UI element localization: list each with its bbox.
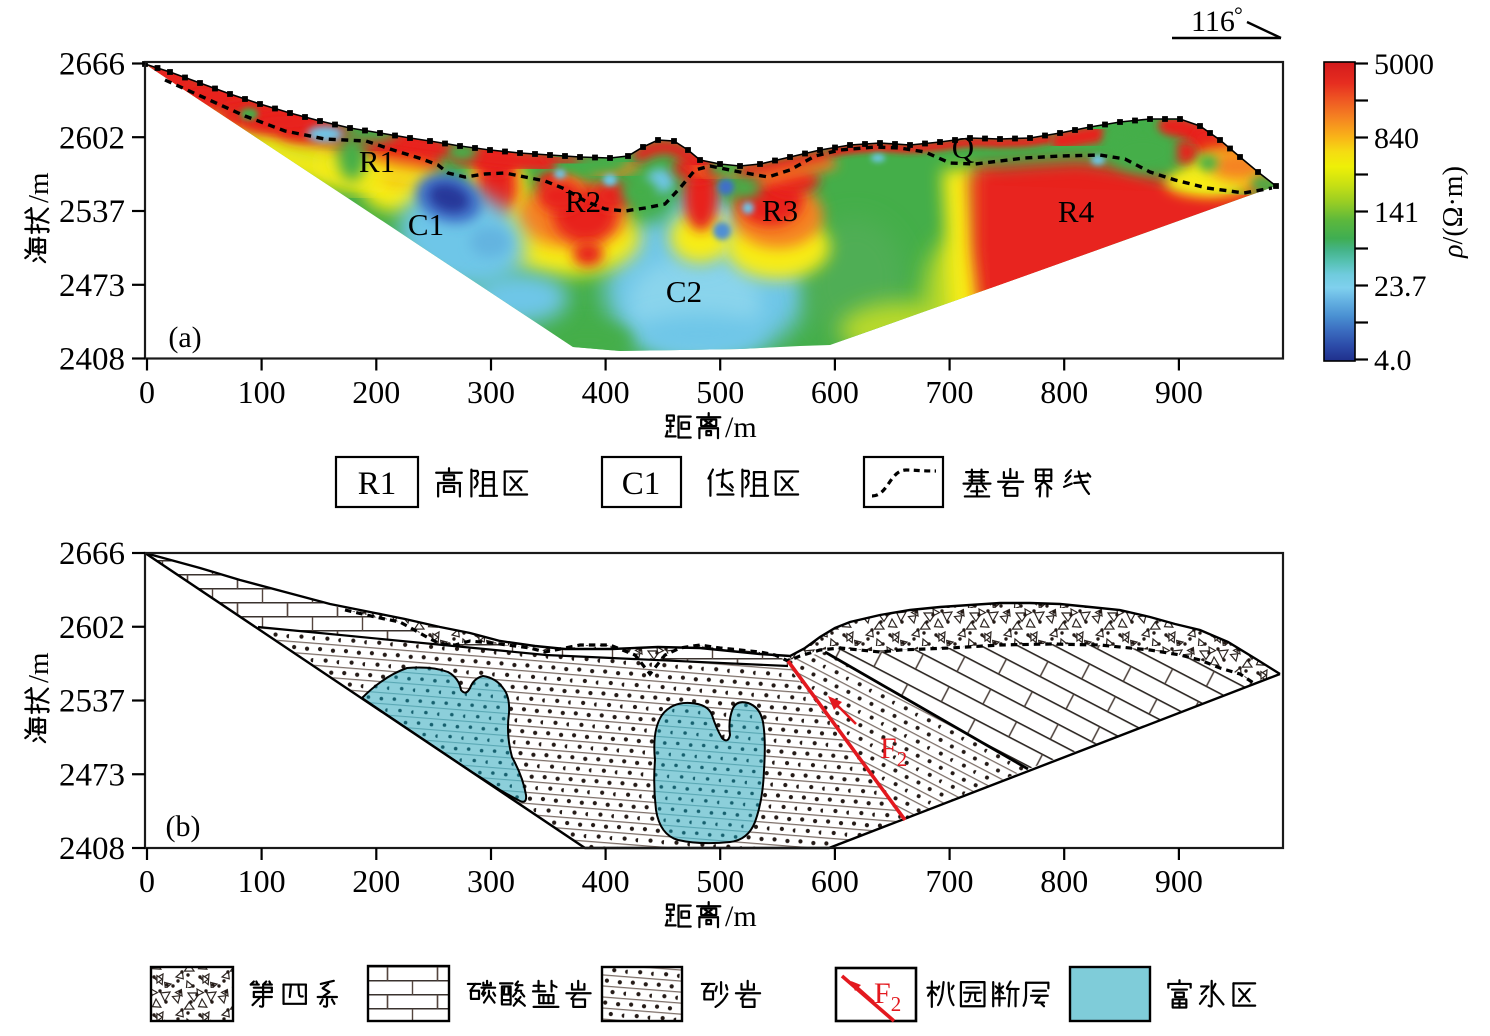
svg-text:R1: R1 bbox=[359, 144, 395, 179]
svg-text:900: 900 bbox=[1155, 374, 1203, 410]
svg-text:2666: 2666 bbox=[59, 536, 125, 572]
svg-text:100: 100 bbox=[238, 374, 286, 410]
svg-text:300: 300 bbox=[467, 863, 515, 899]
svg-text:600: 600 bbox=[811, 863, 859, 899]
svg-text:116: 116 bbox=[1191, 5, 1235, 38]
svg-text:23.7: 23.7 bbox=[1374, 270, 1427, 303]
svg-text:700: 700 bbox=[926, 374, 974, 410]
svg-text:600: 600 bbox=[811, 374, 859, 410]
svg-text:0: 0 bbox=[139, 374, 155, 410]
svg-text:2408: 2408 bbox=[59, 831, 125, 867]
svg-text:400: 400 bbox=[582, 374, 630, 410]
svg-text:800: 800 bbox=[1040, 863, 1088, 899]
svg-text:200: 200 bbox=[352, 863, 400, 899]
svg-text:C1: C1 bbox=[408, 207, 444, 242]
svg-text:F2: F2 bbox=[880, 732, 907, 771]
svg-text:840: 840 bbox=[1374, 122, 1419, 155]
svg-text:(a): (a) bbox=[168, 321, 201, 354]
svg-text:300: 300 bbox=[467, 374, 515, 410]
svg-text:700: 700 bbox=[926, 863, 974, 899]
svg-text:400: 400 bbox=[582, 863, 630, 899]
svg-text:200: 200 bbox=[352, 374, 400, 410]
svg-text:2666: 2666 bbox=[59, 47, 125, 83]
svg-text:900: 900 bbox=[1155, 863, 1203, 899]
svg-text:500: 500 bbox=[696, 374, 744, 410]
svg-text:R2: R2 bbox=[565, 184, 601, 219]
svg-text:0: 0 bbox=[139, 863, 155, 899]
svg-text:141: 141 bbox=[1374, 196, 1419, 229]
svg-text:2537: 2537 bbox=[59, 194, 125, 230]
svg-text:500: 500 bbox=[696, 863, 744, 899]
svg-text:2602: 2602 bbox=[59, 120, 125, 156]
svg-text:°: ° bbox=[1234, 2, 1243, 27]
svg-text:100: 100 bbox=[238, 863, 286, 899]
svg-text:5000: 5000 bbox=[1374, 48, 1434, 81]
svg-text:R1: R1 bbox=[358, 466, 397, 502]
svg-text:Q: Q bbox=[952, 130, 974, 165]
svg-text:C1: C1 bbox=[622, 466, 661, 502]
svg-text:ρ/(Ω·m): ρ/(Ω·m) bbox=[1438, 166, 1469, 259]
svg-text:/m: /m bbox=[23, 652, 55, 683]
svg-text:4.0: 4.0 bbox=[1374, 344, 1412, 377]
svg-text:(b): (b) bbox=[166, 810, 201, 843]
svg-text:/m: /m bbox=[23, 172, 55, 203]
svg-text:/m: /m bbox=[725, 900, 757, 933]
svg-text:2408: 2408 bbox=[59, 342, 125, 378]
svg-text:2537: 2537 bbox=[59, 684, 125, 720]
svg-text:/m: /m bbox=[725, 411, 757, 444]
svg-text:2473: 2473 bbox=[59, 268, 125, 304]
svg-text:800: 800 bbox=[1040, 374, 1088, 410]
svg-text:C2: C2 bbox=[666, 274, 702, 309]
svg-text:2602: 2602 bbox=[59, 610, 125, 646]
svg-text:2473: 2473 bbox=[59, 757, 125, 793]
svg-text:R3: R3 bbox=[762, 193, 798, 228]
svg-text:R4: R4 bbox=[1058, 194, 1095, 229]
